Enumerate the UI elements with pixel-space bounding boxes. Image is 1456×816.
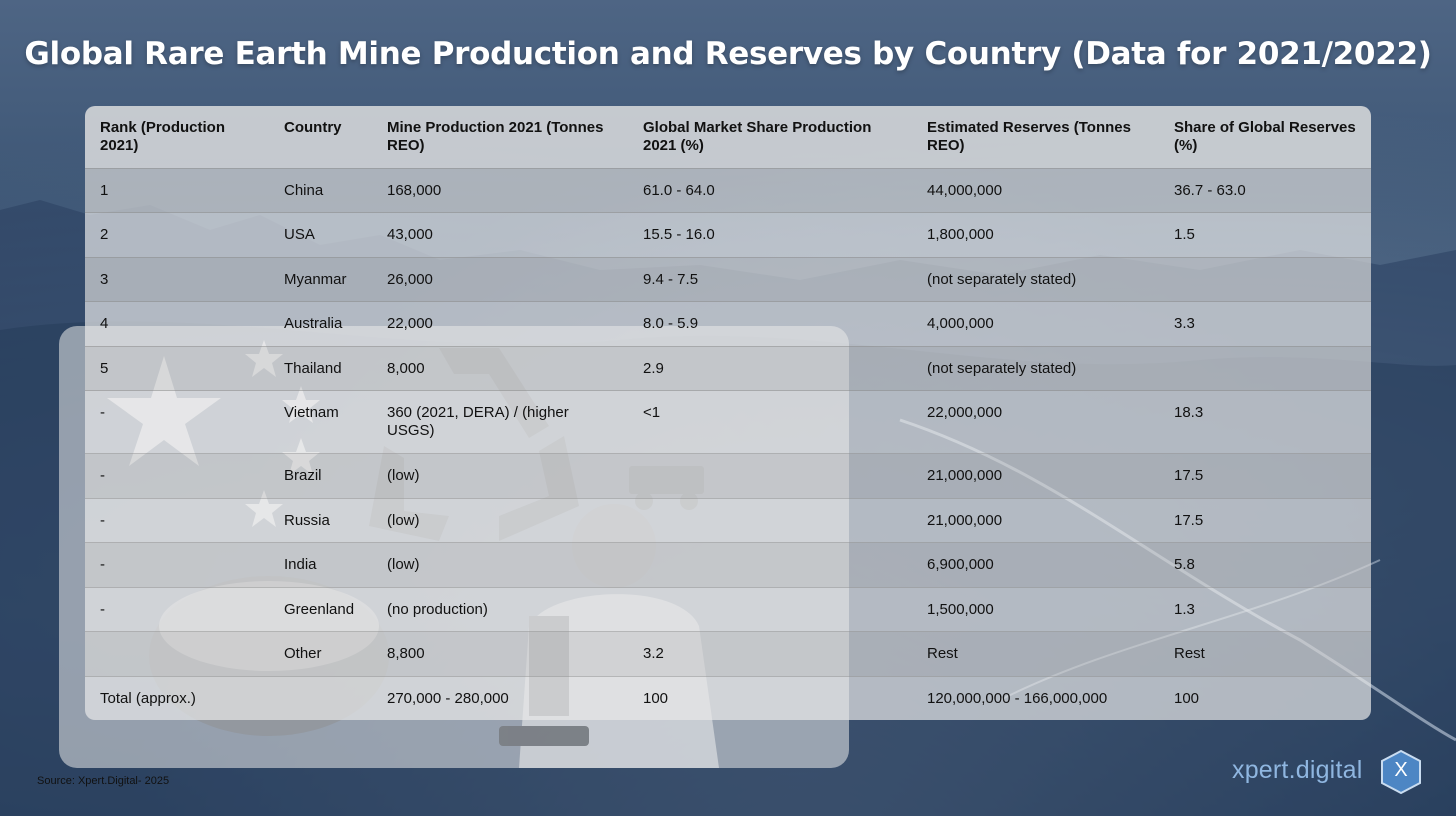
cell-production: (no production) [372,586,628,632]
cell-reserve-share: 5.8 [1159,542,1371,587]
column-header: Estimated Reserves (Tonnes REO) [912,106,1159,168]
cell-reserve-share: 1.5 [1159,212,1371,257]
cell-production: (low) [372,542,628,587]
column-header: Rank (Production 2021) [85,106,269,168]
cell-share: 9.4 - 7.5 [628,256,912,302]
table-header-row: Rank (Production 2021) Country Mine Prod… [85,106,1371,168]
cell-share [628,453,912,498]
cell-reserves: (not separately stated) [912,256,1159,302]
cell-country [269,675,372,720]
table-row: Other 8,800 3.2 Rest Rest [85,631,1371,676]
cell-reserves: 1,500,000 [912,586,1159,632]
cell-share: 8.0 - 5.9 [628,301,912,346]
cell-country: Thailand [269,345,372,391]
cell-share: 3.2 [628,631,912,676]
cell-reserve-share: 100 [1159,675,1371,720]
cell-production: 8,800 [372,631,628,676]
cell-country: Other [269,631,372,676]
cell-country: India [269,542,372,587]
table-row: - India (low) 6,900,000 5.8 [85,542,1371,587]
cell-reserve-share: 3.3 [1159,301,1371,346]
source-caption: Source: Xpert.Digital- 2025 [37,775,170,787]
cell-production: 270,000 - 280,000 [372,675,628,720]
cell-production: 43,000 [372,212,628,257]
cell-production: 168,000 [372,167,628,213]
cell-country: Russia [269,497,372,543]
cell-share: 61.0 - 64.0 [628,167,912,213]
cell-share: <1 [628,390,912,454]
page-title: Global Rare Earth Mine Production and Re… [24,36,1432,72]
table-row: 1 China 168,000 61.0 - 64.0 44,000,000 3… [85,167,1371,213]
cell-rank: - [85,542,269,587]
cell-rank: - [85,390,269,454]
table-row: - Greenland (no production) 1,500,000 1.… [85,586,1371,632]
cell-production: 26,000 [372,256,628,302]
cell-reserves: 22,000,000 [912,390,1159,454]
brand-logo[interactable]: xpert.digital X [1232,750,1432,796]
cell-reserves: 21,000,000 [912,497,1159,543]
cell-production: 22,000 [372,301,628,346]
cell-country: USA [269,212,372,257]
cell-share: 15.5 - 16.0 [628,212,912,257]
cell-country: Australia [269,301,372,346]
cell-share [628,542,912,587]
table-total-row: Total (approx.) 270,000 - 280,000 100 12… [85,675,1371,720]
table-row: - Vietnam 360 (2021, DERA) / (higher USG… [85,390,1371,454]
column-header: Share of Global Reserves (%) [1159,106,1371,168]
cell-country: China [269,167,372,213]
cell-production: 360 (2021, DERA) / (higher USGS) [372,390,628,454]
cell-reserve-share: 17.5 [1159,497,1371,543]
cell-country: Greenland [269,586,372,632]
cell-share [628,497,912,543]
logo-badge-letter: X [1394,759,1408,781]
production-table: Rank (Production 2021) Country Mine Prod… [85,106,1371,720]
cell-production: 8,000 [372,345,628,391]
cell-reserves: 4,000,000 [912,301,1159,346]
production-table-container: Rank (Production 2021) Country Mine Prod… [85,106,1371,720]
cell-reserve-share: Rest [1159,631,1371,676]
cell-rank: 2 [85,212,269,257]
cell-share: 2.9 [628,345,912,391]
cell-share: 100 [628,675,912,720]
cell-reserves: (not separately stated) [912,345,1159,391]
cell-reserves: 120,000,000 - 166,000,000 [912,675,1159,720]
column-header: Mine Production 2021 (Tonnes REO) [372,106,628,168]
cell-rank: 3 [85,256,269,302]
table-row: 4 Australia 22,000 8.0 - 5.9 4,000,000 3… [85,301,1371,346]
cell-rank: 5 [85,345,269,391]
cell-rank: 4 [85,301,269,346]
cell-reserve-share [1159,345,1371,391]
cell-reserves: 1,800,000 [912,212,1159,257]
cell-rank [85,631,269,676]
cell-reserve-share: 1.3 [1159,586,1371,632]
table-row: 3 Myanmar 26,000 9.4 - 7.5 (not separate… [85,256,1371,302]
cell-rank: Total (approx.) [85,675,269,720]
cell-share [628,586,912,632]
column-header: Country [269,106,372,168]
cell-production: (low) [372,497,628,543]
table-row: - Russia (low) 21,000,000 17.5 [85,497,1371,543]
logo-wordmark: xpert.digital [1232,756,1363,784]
cell-reserves: 6,900,000 [912,542,1159,587]
cell-reserve-share: 18.3 [1159,390,1371,454]
cell-reserve-share [1159,256,1371,302]
cell-reserves: 21,000,000 [912,453,1159,498]
cell-rank: - [85,453,269,498]
logo-badge-icon [1381,750,1421,794]
cell-reserve-share: 17.5 [1159,453,1371,498]
cell-country: Vietnam [269,390,372,454]
cell-reserve-share: 36.7 - 63.0 [1159,167,1371,213]
cell-production: (low) [372,453,628,498]
cell-rank: 1 [85,167,269,213]
table-row: 2 USA 43,000 15.5 - 16.0 1,800,000 1.5 [85,212,1371,257]
column-header: Global Market Share Production 2021 (%) [628,106,912,168]
table-row: - Brazil (low) 21,000,000 17.5 [85,453,1371,498]
cell-rank: - [85,586,269,632]
cell-country: Brazil [269,453,372,498]
table-row: 5 Thailand 8,000 2.9 (not separately sta… [85,345,1371,391]
cell-reserves: Rest [912,631,1159,676]
cell-rank: - [85,497,269,543]
cell-reserves: 44,000,000 [912,167,1159,213]
cell-country: Myanmar [269,256,372,302]
